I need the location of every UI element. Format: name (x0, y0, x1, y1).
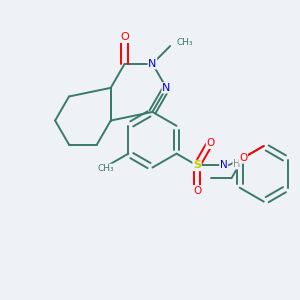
Text: CH₃: CH₃ (98, 164, 115, 173)
Text: CH₃: CH₃ (177, 38, 193, 47)
Text: S: S (193, 160, 201, 170)
Text: O: O (206, 138, 214, 148)
Text: N: N (148, 59, 157, 69)
Text: H: H (233, 159, 240, 169)
Text: O: O (193, 186, 201, 196)
Text: N: N (162, 83, 170, 93)
Text: N: N (220, 160, 227, 170)
Text: O: O (239, 153, 248, 163)
Text: O: O (120, 32, 129, 42)
